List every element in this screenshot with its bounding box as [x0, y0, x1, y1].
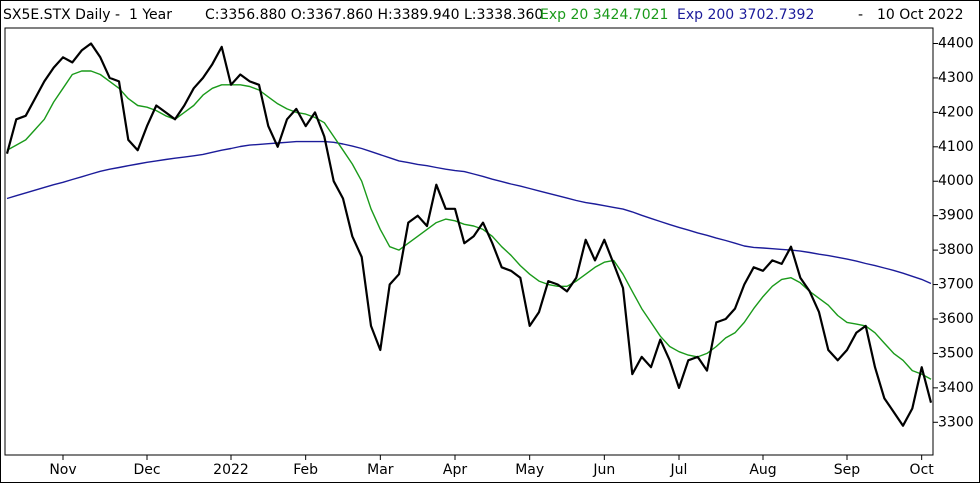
y-tick-label: 3300	[938, 414, 974, 430]
y-tick-label: 4300	[938, 70, 974, 86]
y-tick-label: 3400	[938, 380, 974, 396]
y-tick-label: 4200	[938, 104, 974, 120]
x-tick-label: 2022	[213, 462, 249, 478]
header-ohlc: C:3356.880 O:3367.860 H:3389.940 L:3338.…	[205, 7, 543, 23]
header-date: 10 Oct 2022	[877, 7, 964, 23]
plot-area	[4, 27, 934, 456]
y-tick-label: 3900	[938, 208, 974, 224]
series-line	[6, 70, 932, 380]
x-tick-label: May	[515, 462, 544, 478]
y-tick-label: 4100	[938, 139, 974, 155]
y-tick-label: 3700	[938, 277, 974, 293]
x-tick-label: Dec	[133, 462, 160, 478]
x-tick-label: Mar	[367, 462, 394, 478]
x-tick-label: Jun	[592, 462, 615, 478]
header-dash: -	[858, 7, 863, 23]
x-tick-label: Sep	[834, 462, 861, 478]
x-tick-label: Aug	[749, 462, 776, 478]
header-symbol: SX5E.STX Daily - 1 Year	[3, 7, 172, 23]
y-tick-label: 3600	[938, 311, 974, 327]
x-tick-label: Jul	[670, 462, 688, 478]
x-tick-label: Apr	[443, 462, 467, 478]
y-tick-label: 4400	[938, 35, 974, 51]
y-tick-label: 4000	[938, 173, 974, 189]
x-tick-label: Nov	[49, 462, 76, 478]
header-exp20: Exp 20 3424.7021	[540, 7, 668, 23]
header-exp200: Exp 200 3702.7392	[677, 7, 814, 23]
y-tick-label: 3800	[938, 242, 974, 258]
y-tick-label: 3500	[938, 345, 974, 361]
series-line	[6, 140, 932, 285]
x-tick-label: Oct	[910, 462, 935, 478]
x-tick-label: Feb	[293, 462, 318, 478]
series-line	[5, 42, 933, 427]
